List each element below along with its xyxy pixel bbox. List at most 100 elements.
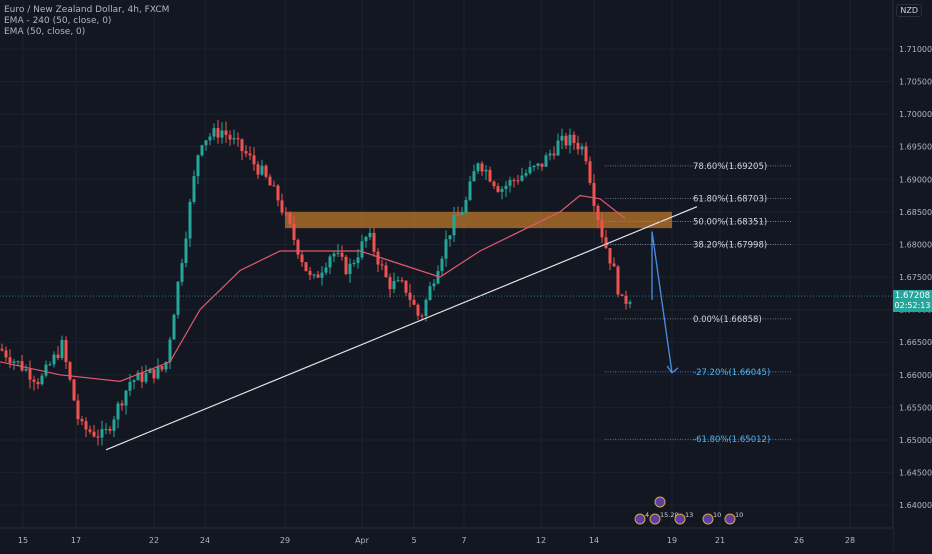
candle-body	[444, 239, 448, 259]
candle-body	[148, 369, 152, 374]
candle-body	[532, 165, 536, 168]
candle-body	[180, 263, 184, 282]
candle-body	[48, 364, 52, 366]
candle	[608, 247, 612, 271]
candle-body	[312, 274, 316, 276]
fib-level: 38.20%(1.67998)	[605, 241, 792, 251]
currency-badge[interactable]: NZD	[896, 4, 922, 17]
candle	[192, 170, 196, 205]
candle-body	[72, 379, 76, 401]
fib-level: -61.80%(1.65012)	[605, 435, 792, 445]
candle	[260, 159, 264, 176]
candle-body	[448, 235, 452, 240]
candle-body	[496, 186, 500, 192]
x-tick-label: 7	[461, 536, 466, 545]
x-tick-label: 12	[536, 536, 546, 545]
candle	[116, 401, 120, 429]
candle-body	[208, 136, 212, 141]
fibonacci-levels: 78.60%(1.69205) 61.80%(1.68703) 50.00%(1.6…	[605, 162, 792, 445]
candle	[264, 164, 268, 179]
candle-body	[132, 380, 136, 382]
candle-body	[572, 134, 576, 143]
event-count-label: 10	[735, 511, 743, 519]
candle	[444, 230, 448, 267]
candle-body	[452, 214, 456, 236]
candle	[268, 173, 272, 186]
candle	[72, 378, 76, 401]
candle	[320, 265, 324, 286]
candle	[580, 143, 584, 156]
x-axis-ticks: 15 17 22 24 29 Apr 5 7 12 14 19 21 26 28	[18, 536, 855, 545]
candle-body	[556, 140, 560, 156]
price-axis	[893, 0, 932, 550]
candle	[548, 149, 552, 161]
candle-body	[128, 381, 132, 391]
candle	[124, 389, 128, 415]
candle	[528, 160, 532, 175]
candle-body	[420, 315, 424, 317]
x-tick-label: 29	[280, 536, 290, 545]
candle	[616, 264, 620, 298]
candle	[228, 130, 232, 146]
ema-50-indicator-label[interactable]: EMA (50, close, 0)	[4, 27, 86, 37]
candle	[532, 164, 536, 172]
candle-body	[0, 348, 4, 351]
candle	[88, 425, 92, 435]
y-axis-ticks: 1.71000 1.70500 1.70000 1.69500 1.69000 1.685…	[899, 45, 932, 510]
candle	[376, 248, 380, 273]
fib-level: 50.00%(1.68351)	[605, 218, 792, 228]
candle-body	[32, 379, 36, 382]
candle	[544, 152, 548, 168]
candle	[384, 261, 388, 278]
candle	[32, 375, 36, 391]
symbol-title[interactable]: Euro / New Zealand Dollar, 4h, FXCM	[4, 5, 170, 15]
candle-body	[396, 280, 400, 282]
ema-240-indicator-label[interactable]: EMA - 240 (50, close, 0)	[4, 16, 112, 26]
candle	[112, 415, 116, 438]
candle-body	[160, 366, 164, 370]
candle-body	[596, 205, 600, 220]
candle-body	[52, 354, 56, 365]
candle-body	[604, 237, 608, 249]
candle	[316, 270, 320, 279]
y-tick-label: 1.65500	[899, 403, 932, 412]
candle	[364, 235, 368, 248]
candle-body	[288, 212, 292, 224]
candle-body	[432, 283, 436, 287]
x-tick-label: 15	[18, 536, 28, 545]
candle	[624, 290, 628, 310]
candle	[568, 128, 572, 154]
y-tick-label: 1.65000	[899, 436, 932, 445]
candle-body	[28, 369, 32, 380]
candle	[484, 165, 488, 180]
candle	[272, 180, 276, 187]
candle	[52, 351, 56, 368]
candle	[572, 131, 576, 151]
candle-body	[172, 314, 176, 340]
candle-body	[12, 361, 16, 363]
grid-lines	[0, 0, 893, 528]
candle-body	[368, 232, 372, 238]
candle-body	[164, 361, 168, 370]
candle-body	[104, 428, 108, 430]
candle	[368, 227, 372, 241]
candle-body	[412, 299, 416, 305]
candle-body	[440, 258, 444, 272]
candle	[392, 272, 396, 294]
y-tick-label: 1.69500	[899, 143, 932, 152]
candle	[300, 250, 304, 267]
candle	[168, 336, 172, 370]
candle	[40, 373, 44, 386]
candle	[612, 257, 616, 267]
candle-body	[196, 155, 200, 177]
candle	[500, 186, 504, 200]
candle-body	[424, 299, 428, 316]
candle-body	[192, 176, 196, 202]
candle	[172, 313, 176, 340]
candle-body	[16, 361, 20, 363]
candle	[232, 129, 236, 145]
fib-level-label: 0.00%(1.66858)	[693, 315, 762, 325]
candle	[380, 259, 384, 271]
